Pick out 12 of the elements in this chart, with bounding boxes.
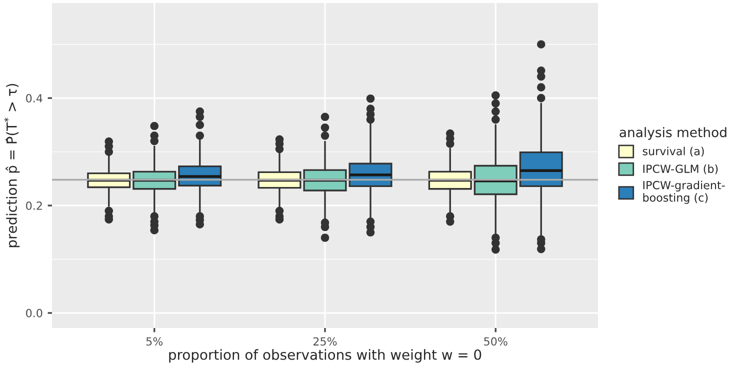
legend-title: analysis method [620, 127, 726, 140]
legend-label: IPCW-GLM (b) [643, 164, 718, 174]
x-tick-label: 25% [313, 337, 337, 346]
x-tick-label: 50% [484, 337, 508, 346]
legend-label: survival (a) [642, 146, 704, 157]
legend-label: IPCW-gradient- boosting (c) [643, 180, 725, 204]
x-axis-title: proportion of observations with weight w = 0 [169, 349, 482, 363]
x-tick-label: 5% [146, 337, 163, 346]
y-tick-label: 0.0 [26, 308, 42, 318]
y-axis-title: prediction p̂ = P̂(T$^{*}$ > τ) [4, 84, 20, 248]
y-tick-label: 0.2 [26, 201, 42, 210]
y-tick-label: 0.4 [26, 94, 42, 102]
